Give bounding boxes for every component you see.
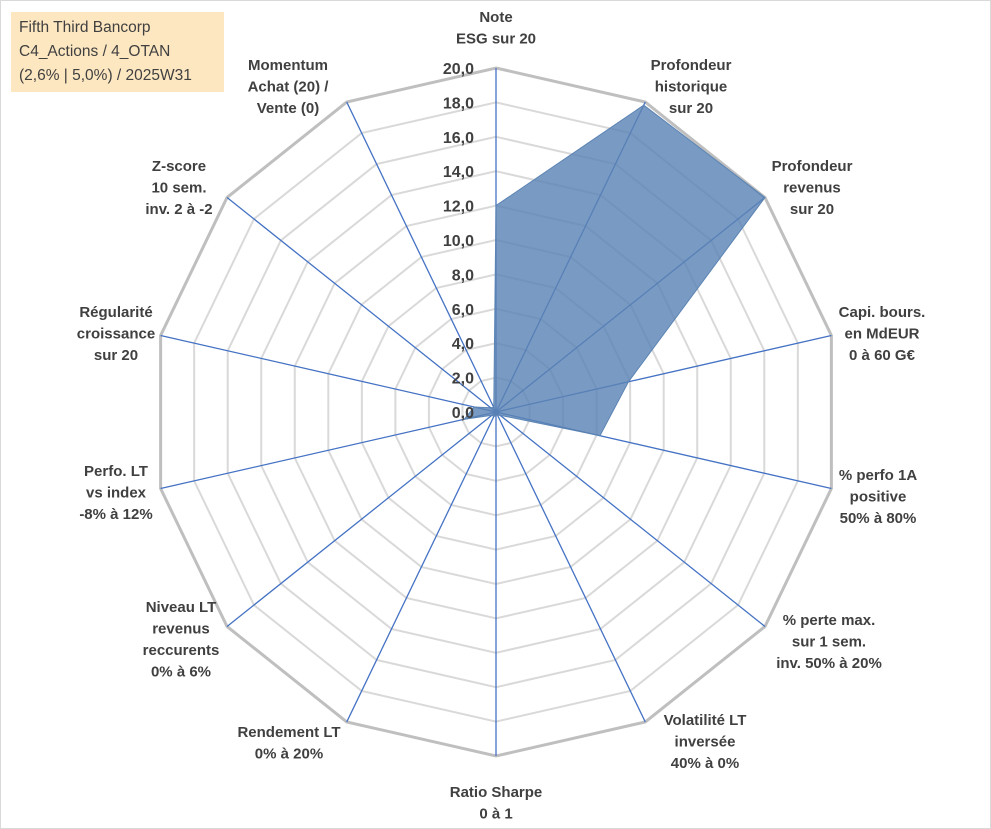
radar-data-point [495, 414, 497, 416]
radar-data-point [473, 406, 475, 408]
radar-axis-label-line: revenus [152, 621, 210, 638]
radar-axis-label-line: Note [479, 9, 512, 26]
radar-axis-label-line: Ratio Sharpe [450, 784, 543, 801]
radar-data-point [627, 381, 629, 383]
radar-axis-label-line: Rendement LT [237, 724, 340, 741]
radar-axis-label-line: Niveau LT [146, 599, 217, 616]
radar-data-point [493, 416, 495, 418]
radar-axis-label-line: Z-score [152, 158, 206, 175]
radar-data-point [643, 104, 645, 106]
radar-axis-label: % perfo 1A positive 50% à 80% [839, 467, 918, 527]
radar-axis-label: Régularité croissance sur 20 [77, 304, 155, 364]
radar-axis-label-line: 50% à 80% [840, 510, 917, 527]
radar-axis-label-line: vs index [86, 485, 147, 502]
radar-data-point [493, 406, 495, 408]
radar-spoke [346, 101, 497, 413]
radar-axis-label-line: inv. 50% à 20% [776, 655, 882, 672]
radar-axis-label-line: sur 1 sem. [792, 634, 866, 651]
radar-tick-label: 14,0 [443, 164, 474, 181]
radar-spoke [495, 411, 766, 627]
radar-axis-label-line: inv. 2 à -2 [145, 201, 212, 218]
radar-tick-label: 20,0 [443, 61, 474, 78]
radar-axis-label-line: % perte max. [783, 612, 876, 629]
radar-axis-label-line: sur 20 [94, 347, 138, 364]
radar-axis-label-line: croissance [77, 326, 155, 343]
radar-axis-label-line: 0% à 20% [255, 746, 323, 763]
radar-axis-label-line: sur 20 [790, 201, 834, 218]
radar-spoke [160, 334, 497, 413]
radar-tick-label: 8,0 [452, 267, 474, 284]
radar-axis-label: Note ESG sur 20 [456, 9, 536, 48]
radar-axis-label: Z-score 10 sem. inv. 2 à -2 [145, 158, 212, 218]
radar-series-area [462, 104, 766, 437]
radar-axis-label-line: 10 sem. [151, 180, 206, 197]
radar-axis-label-line: Achat (20) / [248, 79, 330, 96]
radar-tick-label: 12,0 [443, 199, 474, 216]
radar-axis-label-line: Perfo. LT [84, 463, 148, 480]
radar-axis-label-line: Régularité [79, 304, 152, 321]
radar-data-point [490, 407, 492, 409]
radar-tick-label: 0,0 [452, 405, 474, 422]
radar-axis-label-line: Momentum [248, 57, 328, 74]
radar-axis-label: Perfo. LT vs index -8% à 12% [79, 463, 152, 523]
radar-axis-label: Profondeur revenus sur 20 [772, 158, 853, 218]
radar-axis-label-line: Profondeur [772, 158, 853, 175]
radar-axis-label-line: sur 20 [669, 100, 713, 117]
radar-axis-labels: Note ESG sur 20 Profondeur historique sur 20… [77, 9, 926, 823]
radar-axis-label: Volatilité LT inversée 40% à 0% [664, 712, 747, 772]
chart-title-box: Fifth Third Bancorp C4_Actions / 4_OTAN … [11, 12, 224, 92]
chart-title-line-3: (2,6% | 5,0%) / 2025W31 [19, 67, 192, 84]
radar-data-point [764, 197, 766, 199]
radar-axis-label: Capi. bours. en MdEUR 0 à 60 G€ [839, 304, 926, 364]
radar-axis-label: Momentum Achat (20) / Vente (0) [248, 57, 330, 117]
radar-axis-label-line: Volatilité LT [664, 712, 747, 729]
radar-tick-label: 18,0 [443, 95, 474, 112]
radar-spoke [226, 197, 497, 413]
radar-axis-label-line: 0 à 1 [479, 806, 512, 823]
radar-tick-label: 4,0 [452, 336, 474, 353]
chart-title-line-1: Fifth Third Bancorp [19, 19, 151, 36]
radar-data-point [491, 414, 493, 416]
radar-data-point [496, 414, 498, 416]
radar-axis-label: % perte max. sur 1 sem. inv. 50% à 20% [776, 612, 882, 672]
radar-tick-label: 10,0 [443, 233, 474, 250]
radar-axis-label-line: ESG sur 20 [456, 31, 536, 48]
chart-title-line-2: C4_Actions / 4_OTAN [19, 43, 171, 60]
radar-axis-label-line: Vente (0) [257, 100, 320, 117]
radar-tick-labels: 0,0 2,0 4,0 6,0 8,0 10,0 12,0 14,0 16,0 18,0 20,0 [443, 61, 474, 422]
radar-axis-label-line: % perfo 1A [839, 467, 918, 484]
radar-axis-label-line: positive [850, 489, 907, 506]
radar-series [462, 104, 766, 437]
radar-axis-label-line: 0% à 6% [151, 664, 211, 681]
radar-axis-label-line: reccurents [143, 642, 220, 659]
radar-axis-label-line: Profondeur [651, 57, 732, 74]
radar-axis-label-line: inversée [675, 734, 736, 751]
radar-spoke [160, 411, 497, 490]
radar-axis-label-line: historique [655, 79, 728, 96]
radar-tick-label: 2,0 [452, 371, 474, 388]
radar-tick-label: 16,0 [443, 130, 474, 147]
radar-axis-label: Profondeur historique sur 20 [651, 57, 732, 117]
radar-axis-label: Rendement LT 0% à 20% [237, 724, 340, 763]
radar-axis-label-line: -8% à 12% [79, 506, 152, 523]
radar-data-point [599, 435, 601, 437]
radar-axis-label-line: en MdEUR [845, 326, 920, 343]
radar-axis-label: Ratio Sharpe 0 à 1 [450, 784, 543, 823]
radar-spoke [226, 411, 497, 627]
radar-axis-label-line: revenus [783, 180, 841, 197]
radar-data-point [495, 205, 497, 207]
radar-data-point [499, 414, 501, 416]
radar-axis-label-line: 0 à 60 G€ [849, 347, 916, 364]
radar-spoke [495, 411, 646, 723]
radar-axis-label: Niveau LT revenus reccurents 0% à 6% [143, 599, 220, 681]
radar-spoke [346, 411, 497, 723]
radar-data-point [463, 418, 465, 420]
radar-axis-label-line: 40% à 0% [671, 755, 739, 772]
radar-axis-label-line: Capi. bours. [839, 304, 926, 321]
radar-tick-label: 6,0 [452, 302, 474, 319]
